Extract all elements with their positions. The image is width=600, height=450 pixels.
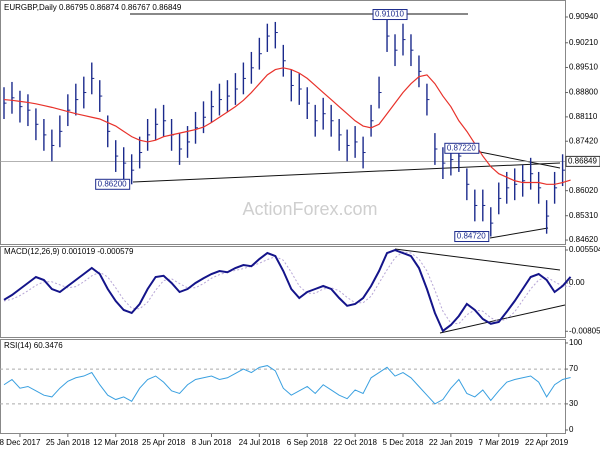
watermark: ActionForex.com xyxy=(242,199,377,219)
y-tick-label: 0.90210 xyxy=(569,38,598,47)
y-tick-label: 0.88110 xyxy=(569,112,598,121)
signal-line xyxy=(3,251,571,325)
y-tick-label: 0.88800 xyxy=(569,88,598,97)
last-price-label: 0.86849 xyxy=(568,156,597,165)
annotation-label: 0.84720 xyxy=(457,232,486,241)
x-tick-label: 5 Dec 2018 xyxy=(383,438,424,447)
y-tick-label: 70 xyxy=(569,364,578,373)
macd-panel xyxy=(0,246,566,338)
x-tick-label: 24 Jul 2018 xyxy=(239,438,281,447)
x-tick-label: 8 Jun 2018 xyxy=(192,438,232,447)
annotation: 0.91010 xyxy=(372,9,408,21)
y-tick-label: -0.00805 xyxy=(569,326,600,335)
y-tick-label: 0.90940 xyxy=(569,12,598,21)
annotation: 0.84720 xyxy=(454,231,490,243)
price-panel xyxy=(0,0,566,245)
x-tick-label: 22 Oct 2018 xyxy=(333,438,377,447)
chart-title: EURGBP,Daily 0.86795 0.86874 0.86767 0.8… xyxy=(4,3,182,12)
chart-title: RSI(14) 60.3476 xyxy=(4,341,63,350)
y-tick-label: 0.89510 xyxy=(569,63,598,72)
trend-line xyxy=(439,304,566,334)
trend-line xyxy=(394,248,561,271)
annotation-label: 0.86200 xyxy=(98,179,127,188)
y-tick-label: 0.84620 xyxy=(569,235,598,244)
x-tick-label: 12 Mar 2018 xyxy=(93,438,138,447)
x-tick-label: 22 Jan 2019 xyxy=(429,438,474,447)
x-tick-label: 25 Apr 2018 xyxy=(142,438,186,447)
annotation-label: 0.91010 xyxy=(375,10,404,19)
y-tick-label: 0.005504 xyxy=(569,245,600,254)
last-price-box xyxy=(565,155,600,167)
y-tick-label: 100 xyxy=(569,338,583,347)
y-tick-label: 30 xyxy=(569,399,578,408)
annotation-box xyxy=(372,9,408,21)
y-tick-label: 0.85310 xyxy=(569,211,598,220)
macd-line xyxy=(3,248,572,333)
annotation-box xyxy=(95,178,131,190)
annotation-label: 0.87220 xyxy=(447,143,476,152)
chart-title: MACD(12,26,9) 0.001019 -0.000579 xyxy=(4,247,134,256)
annotation-box xyxy=(444,142,480,154)
x-tick-label: 6 Sep 2018 xyxy=(287,438,328,447)
annotation: 0.87220 xyxy=(444,142,480,154)
annotation-box xyxy=(454,231,490,243)
annotation: 0.86200 xyxy=(95,178,131,190)
x-tick-label: 22 Apr 2019 xyxy=(525,438,569,447)
rsi-panel xyxy=(0,339,566,434)
y-tick-label: 0 xyxy=(569,425,574,434)
y-tick-label: 0.86020 xyxy=(569,186,598,195)
y-tick-label: 0.00 xyxy=(569,278,585,287)
x-tick-label: 25 Jan 2018 xyxy=(46,438,91,447)
trend-line xyxy=(489,227,549,239)
values-line xyxy=(3,365,571,405)
y-tick-label: 0.87420 xyxy=(569,136,598,145)
x-tick-label: 8 Dec 2017 xyxy=(0,438,41,447)
trend-line xyxy=(132,162,561,183)
x-tick-label: 7 Mar 2019 xyxy=(479,438,520,447)
ma-line xyxy=(3,67,571,185)
